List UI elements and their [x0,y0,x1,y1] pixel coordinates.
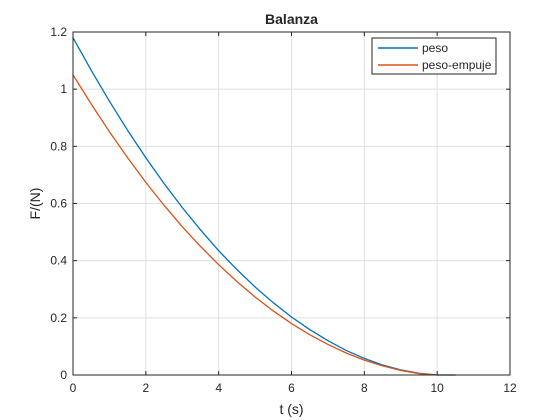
x-tick-label: 4 [215,381,222,395]
y-tick-label: 0 [60,368,67,382]
series-line-peso [72,37,457,376]
x-tick-label: 2 [142,381,149,395]
x-tick-label: 12 [503,381,517,395]
x-tick-label: 10 [430,381,444,395]
y-tick-label: 1.2 [50,25,67,39]
legend-box [371,37,497,75]
chart-title: Balanza [265,11,318,27]
y-tick-label: 0.8 [50,139,67,153]
legend-label-peso: peso [422,41,448,55]
legend: peso peso-empuje [371,37,497,75]
x-axis-ticks: 0 2 4 6 8 10 12 [70,32,517,395]
y-axis-label: F/(N) [27,188,43,220]
series-line-peso-empuje [72,74,457,376]
x-axis-label: t (s) [279,401,303,417]
legend-label-peso-empuje: peso-empuje [422,58,492,72]
y-tick-label: 1 [60,82,67,96]
y-tick-label: 0.4 [50,254,67,268]
series-layer [72,37,457,376]
x-tick-label: 6 [288,381,295,395]
y-axis-ticks: 0 0.2 0.4 0.6 0.8 1 1.2 [50,25,510,382]
x-tick-label: 0 [70,381,77,395]
x-tick-label: 8 [361,381,368,395]
y-tick-label: 0.6 [50,197,67,211]
y-tick-label: 0.2 [50,311,67,325]
